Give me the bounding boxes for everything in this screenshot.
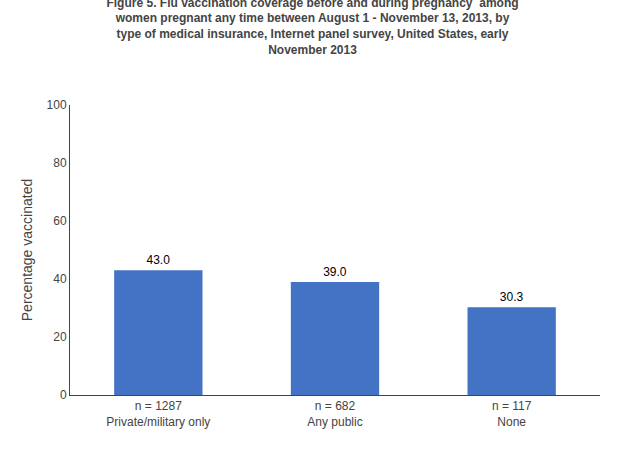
svg-text:n = 117None: n = 117None <box>492 399 532 429</box>
svg-text:Percentage vaccinated: Percentage vaccinated <box>19 179 35 321</box>
svg-text:39.0: 39.0 <box>323 265 347 279</box>
svg-text:100: 100 <box>47 98 67 112</box>
svg-text:20: 20 <box>53 330 67 344</box>
svg-text:40: 40 <box>53 272 67 286</box>
svg-text:80: 80 <box>53 156 67 170</box>
svg-text:60: 60 <box>53 214 67 228</box>
svg-text:30.3: 30.3 <box>500 290 524 304</box>
svg-text:43.0: 43.0 <box>146 253 170 267</box>
svg-text:Figure 5. Flu vaccination cove: Figure 5. Flu vaccination coverage befor… <box>106 0 518 57</box>
svg-text:n = 682Any public: n = 682Any public <box>307 399 362 429</box>
svg-text:n = 1287Private/military only: n = 1287Private/military only <box>106 399 210 429</box>
svg-text:0: 0 <box>60 388 67 402</box>
